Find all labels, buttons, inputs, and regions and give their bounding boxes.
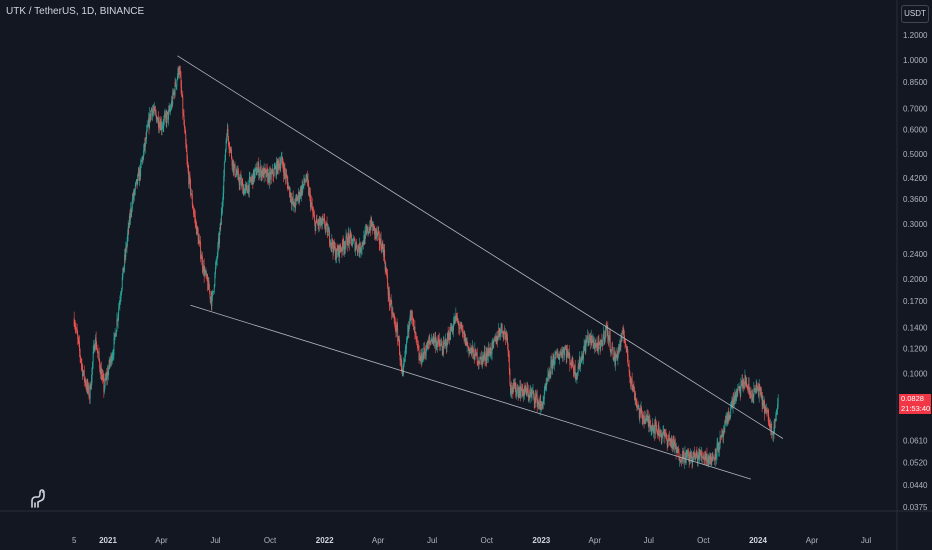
price-tick-label: 0.1000 <box>903 369 928 378</box>
current-price-value: 0.0828 <box>901 394 924 403</box>
price-tick-label: 0.1200 <box>903 345 928 354</box>
time-tick-label: Apr <box>589 536 602 545</box>
price-tick-label: 0.3600 <box>903 195 928 204</box>
price-tick-label: 0.5000 <box>903 150 928 159</box>
price-tick-label: 1.2000 <box>903 31 928 40</box>
time-tick-label: Apr <box>806 536 819 545</box>
candles-layer <box>73 65 779 469</box>
price-tick-label: 0.0610 <box>903 437 928 446</box>
trendline-lower[interactable] <box>190 304 751 480</box>
time-tick-label: Oct <box>264 536 277 545</box>
chart-title: UTK / TetherUS, 1D, BINANCE <box>6 6 145 17</box>
currency-button[interactable]: USDT <box>901 5 929 23</box>
price-tick-label: 0.8500 <box>903 78 928 87</box>
price-tick-label: 0.6000 <box>903 125 928 134</box>
time-tick-label: 5 <box>72 536 77 545</box>
trendlines-layer <box>177 55 784 480</box>
price-axis[interactable]: 1.2000 1.0000 0.8500 0.7000 0.6000 0.5000 0.42… <box>903 31 928 512</box>
price-tick-label: 0.7000 <box>903 104 928 113</box>
time-axis[interactable]: 5 2021 Apr Jul Oct 2022 Apr Jul Oct 2023 Apr Jul Oct… <box>72 536 871 545</box>
price-tick-label: 0.3000 <box>903 220 928 229</box>
time-tick-label: Oct <box>697 536 710 545</box>
price-tick-label: 0.2000 <box>903 275 928 284</box>
price-tick-label: 0.0520 <box>903 458 928 467</box>
price-tick-label: 0.4200 <box>903 174 928 183</box>
time-tick-label: 2023 <box>532 536 550 545</box>
price-tick-label: 0.2400 <box>903 250 928 259</box>
current-price-countdown: 21:53:40 <box>901 404 931 413</box>
time-tick-label: Jul <box>427 536 437 545</box>
tradingview-dino-icon[interactable] <box>28 487 48 511</box>
price-tick-label: 0.1400 <box>903 324 928 333</box>
price-tick-label: 0.1700 <box>903 297 928 306</box>
time-tick-label: Jul <box>861 536 871 545</box>
time-tick-label: 2024 <box>749 536 767 545</box>
price-tick-label: 1.0000 <box>903 56 928 65</box>
time-tick-label: Apr <box>155 536 168 545</box>
current-price-badge: 0.0828 21:53:40 <box>899 394 931 414</box>
time-tick-label: Oct <box>480 536 493 545</box>
time-tick-label: Jul <box>644 536 654 545</box>
trendline-upper[interactable] <box>177 55 784 439</box>
time-tick-label: Apr <box>372 536 385 545</box>
price-tick-label: 0.0440 <box>903 481 928 490</box>
time-tick-label: 2022 <box>316 536 334 545</box>
time-tick-label: 2021 <box>99 536 117 545</box>
time-tick-label: Jul <box>210 536 220 545</box>
price-tick-label: 0.0375 <box>903 503 928 512</box>
